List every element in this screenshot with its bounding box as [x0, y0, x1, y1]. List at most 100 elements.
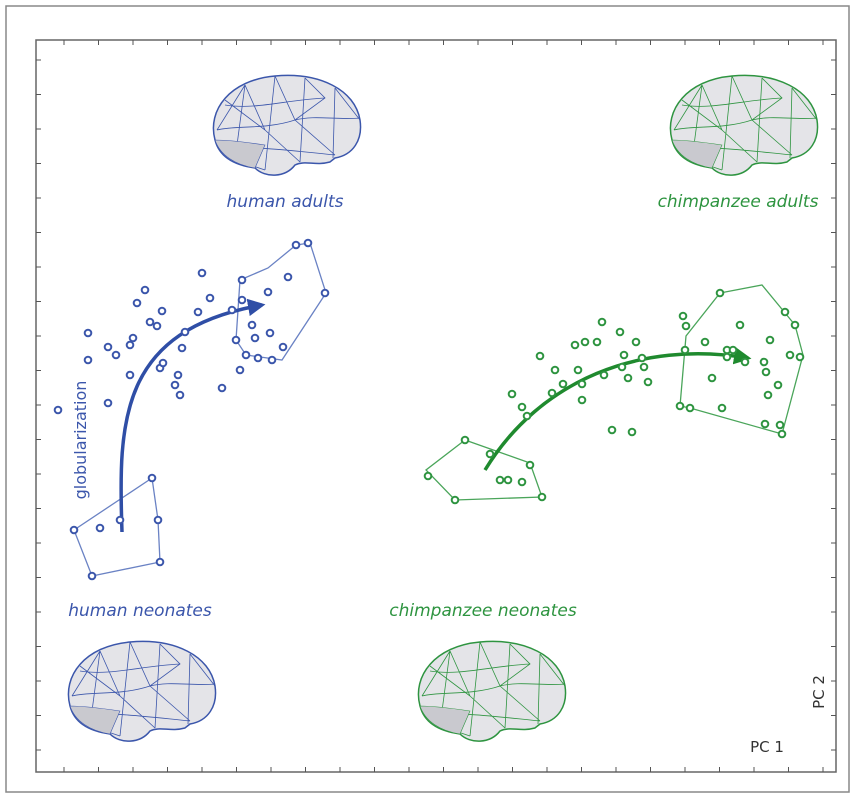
point [252, 335, 259, 342]
point [761, 359, 768, 366]
point [55, 407, 62, 414]
point [775, 382, 782, 389]
point [792, 322, 799, 329]
point [237, 367, 244, 374]
point [233, 337, 240, 344]
point [719, 405, 726, 412]
point [175, 372, 182, 379]
point [269, 357, 276, 364]
point [85, 357, 92, 364]
point [579, 397, 586, 404]
point [519, 479, 526, 486]
point [130, 335, 137, 342]
point [797, 354, 804, 361]
point [594, 339, 601, 346]
point [782, 309, 789, 316]
point [285, 274, 292, 281]
annotation: chimpanzee neonates [389, 601, 577, 621]
annotation: globularization [71, 381, 90, 500]
point [730, 347, 737, 354]
point [134, 300, 141, 307]
point [160, 360, 167, 367]
point [293, 242, 300, 249]
point [239, 277, 246, 284]
annotation: human adults [227, 192, 344, 212]
point [552, 367, 559, 374]
point [609, 427, 616, 434]
point [71, 527, 78, 534]
point [509, 391, 516, 398]
point [255, 355, 262, 362]
point [572, 342, 579, 349]
point [265, 289, 272, 296]
point [737, 322, 744, 329]
point [639, 355, 646, 362]
point [147, 319, 154, 326]
point [629, 429, 636, 436]
point [322, 290, 329, 297]
point [155, 517, 162, 524]
point [207, 295, 214, 302]
point [687, 405, 694, 412]
point [537, 353, 544, 360]
point [487, 451, 494, 458]
point [127, 342, 134, 349]
point [625, 375, 632, 382]
annotation: human neonates [68, 601, 212, 621]
point [195, 309, 202, 316]
point [177, 392, 184, 399]
point [724, 354, 731, 361]
point [142, 287, 149, 294]
point [267, 330, 274, 337]
point [199, 270, 206, 277]
point [787, 352, 794, 359]
point [154, 323, 161, 330]
point [105, 344, 112, 351]
point [280, 344, 287, 351]
point [85, 330, 92, 337]
point [452, 497, 459, 504]
point [702, 339, 709, 346]
page: {"chart_data": { "type": "scatter", "xli… [0, 0, 855, 794]
point [682, 347, 689, 354]
point [645, 379, 652, 386]
point [182, 329, 189, 336]
point [763, 369, 770, 376]
point [539, 494, 546, 501]
point [762, 421, 769, 428]
point [89, 573, 96, 580]
y-axis-label: PC 2 [810, 675, 828, 709]
point [742, 359, 749, 366]
point [462, 437, 469, 444]
point [527, 462, 534, 469]
point [117, 517, 124, 524]
point [159, 308, 166, 315]
point [767, 337, 774, 344]
point [717, 290, 724, 297]
point [599, 319, 606, 326]
point [641, 364, 648, 371]
point [524, 413, 531, 420]
annotation: chimpanzee adults [658, 192, 819, 212]
point [677, 403, 684, 410]
point [113, 352, 120, 359]
point [157, 559, 164, 566]
point [229, 307, 236, 314]
x-axis-label: PC 1 [750, 738, 784, 756]
point [243, 352, 250, 359]
point [249, 322, 256, 329]
point [619, 364, 626, 371]
point [425, 473, 432, 480]
point [219, 385, 226, 392]
point [127, 372, 134, 379]
point [680, 313, 687, 320]
point [621, 352, 628, 359]
point [497, 477, 504, 484]
point [172, 382, 179, 389]
point [709, 375, 716, 382]
point [582, 339, 589, 346]
point [601, 372, 608, 379]
point [179, 345, 186, 352]
point [779, 431, 786, 438]
point [149, 475, 156, 482]
